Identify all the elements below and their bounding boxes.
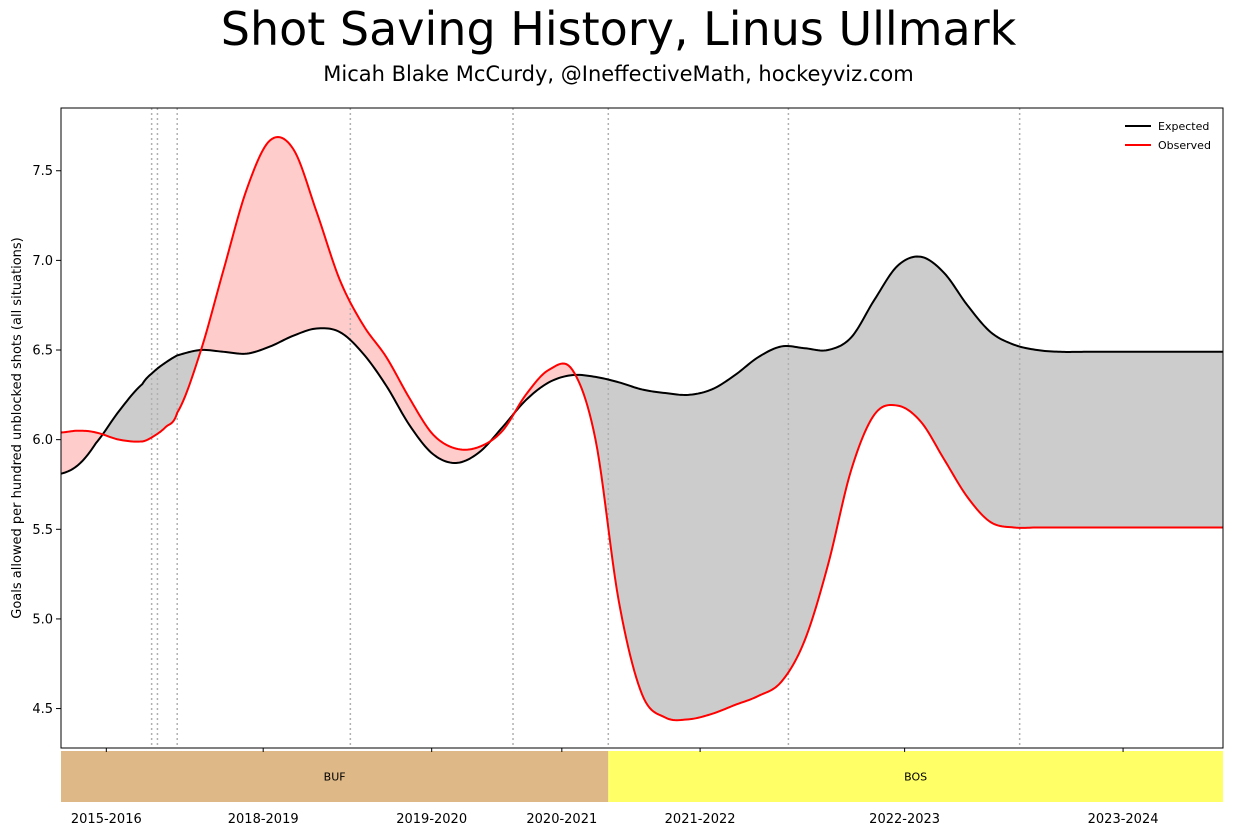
x-tick-label: 2019-2020 — [396, 812, 467, 827]
legend-label: Expected — [1158, 120, 1209, 133]
x-tick-label: 2022-2023 — [869, 812, 940, 827]
x-tick-label: 2018-2019 — [228, 812, 299, 827]
y-tick-label: 7.0 — [32, 254, 53, 269]
series-line-observed — [60, 136, 1223, 722]
team-segment-bos — [608, 751, 1223, 802]
season-boundary-lines — [150, 108, 1021, 748]
x-tick-label: 2021-2022 — [665, 812, 736, 827]
team-segment-buf — [61, 751, 609, 802]
team-label: BUF — [324, 771, 346, 784]
series-line-expected — [60, 255, 1223, 475]
y-tick-label: 4.5 — [32, 702, 53, 717]
chart-title: Shot Saving History, Linus Ullmark — [220, 2, 1017, 56]
x-tick-label: 2015-2016 — [71, 812, 142, 827]
team-label: BOS — [904, 771, 927, 784]
y-tick-label: 5.0 — [32, 612, 53, 627]
team-bar: BUF BOS — [61, 751, 1223, 802]
plot-frame — [60, 107, 1224, 749]
y-axis: 4.5 5.0 5.5 6.0 6.5 7.0 7.5 — [32, 164, 61, 717]
y-tick-label: 6.5 — [32, 344, 53, 359]
y-tick-label: 7.5 — [32, 164, 53, 179]
y-axis-label: Goals allowed per hundred unblocked shot… — [10, 237, 25, 619]
x-tick-label: 2020-2021 — [526, 812, 597, 827]
series-lines — [60, 136, 1223, 722]
legend: Expected Observed — [1125, 120, 1211, 152]
legend-label: Observed — [1158, 139, 1211, 152]
y-tick-label: 5.5 — [32, 523, 53, 538]
y-tick-label: 6.0 — [32, 433, 53, 448]
x-tick-label: 2023-2024 — [1088, 812, 1159, 827]
x-axis: 2015-2016 2018-2019 2019-2020 2020-2021 2021… — [71, 748, 1159, 827]
chart-subtitle: Micah Blake McCurdy, @IneffectiveMath, h… — [323, 62, 914, 86]
